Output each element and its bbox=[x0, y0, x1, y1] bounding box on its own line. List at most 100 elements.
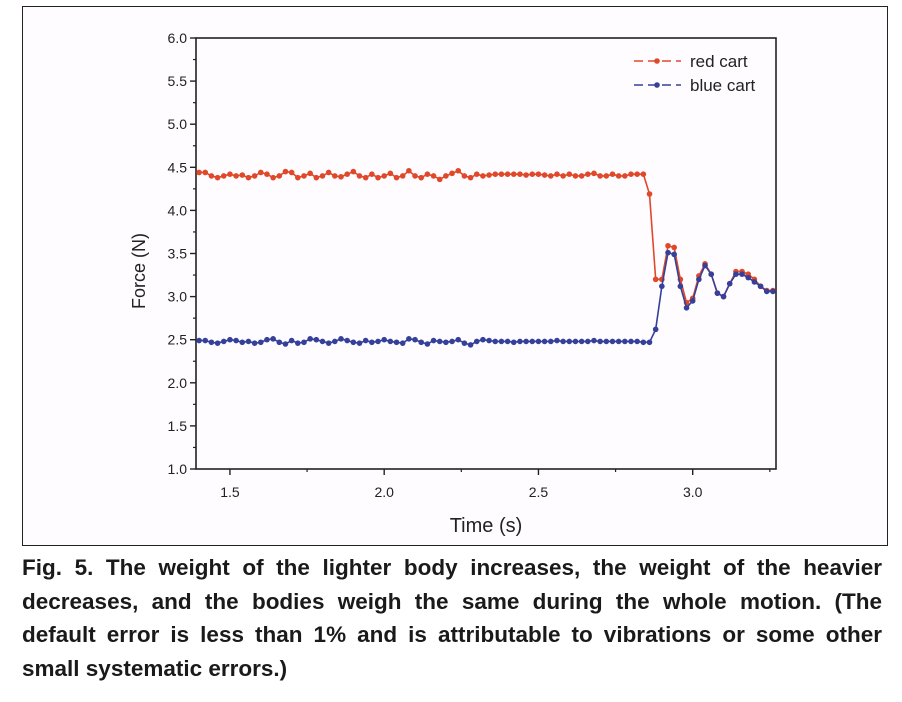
data-point bbox=[356, 340, 363, 346]
data-point bbox=[202, 337, 209, 344]
data-point bbox=[412, 336, 418, 343]
data-point bbox=[356, 173, 363, 179]
data-point bbox=[307, 170, 313, 177]
data-point bbox=[609, 171, 616, 177]
data-point bbox=[362, 337, 369, 344]
data-point bbox=[751, 279, 758, 285]
data-point bbox=[443, 339, 449, 346]
data-point bbox=[554, 337, 560, 344]
data-point bbox=[665, 242, 671, 249]
data-point bbox=[251, 340, 258, 346]
data-point bbox=[455, 336, 462, 343]
data-point bbox=[350, 168, 357, 175]
y-tick-label: 5.0 bbox=[168, 116, 188, 132]
y-tick-label: 4.5 bbox=[168, 159, 188, 175]
data-point bbox=[683, 305, 690, 311]
data-point bbox=[517, 338, 523, 345]
y-tick-label: 2.5 bbox=[168, 332, 188, 348]
data-point bbox=[640, 339, 647, 346]
y-tick-label: 1.0 bbox=[168, 461, 188, 477]
data-point bbox=[245, 174, 252, 181]
data-point bbox=[233, 173, 239, 179]
data-point bbox=[436, 338, 443, 345]
data-point bbox=[406, 167, 412, 174]
data-point bbox=[295, 340, 301, 346]
data-point bbox=[535, 338, 542, 345]
data-point bbox=[628, 338, 634, 345]
data-point bbox=[424, 171, 431, 177]
blue-cart-series bbox=[196, 249, 776, 348]
data-point bbox=[745, 274, 752, 281]
data-point bbox=[443, 173, 449, 179]
data-point bbox=[486, 172, 492, 178]
data-point bbox=[597, 173, 603, 179]
data-point bbox=[591, 170, 597, 177]
data-point bbox=[276, 339, 283, 346]
data-point bbox=[264, 336, 270, 343]
data-point bbox=[763, 288, 770, 295]
data-point bbox=[369, 171, 375, 177]
data-point bbox=[424, 341, 431, 347]
data-point bbox=[208, 339, 215, 346]
data-point bbox=[529, 338, 536, 345]
data-point bbox=[480, 173, 486, 179]
data-point bbox=[257, 339, 264, 346]
data-point bbox=[338, 336, 344, 342]
data-point bbox=[264, 171, 270, 177]
series-line bbox=[199, 251, 773, 346]
y-tick-label: 5.5 bbox=[168, 73, 188, 89]
series-layer bbox=[196, 167, 776, 348]
data-point bbox=[344, 171, 350, 177]
data-point bbox=[498, 171, 505, 177]
x-tick-label: 1.5 bbox=[220, 484, 240, 500]
data-point bbox=[430, 337, 437, 344]
data-point bbox=[585, 338, 591, 345]
y-tick-label: 1.5 bbox=[168, 418, 188, 434]
data-point bbox=[301, 173, 307, 179]
data-point bbox=[671, 251, 677, 258]
data-point bbox=[665, 249, 671, 256]
data-point bbox=[597, 338, 603, 345]
data-point bbox=[467, 342, 474, 348]
legend-marker bbox=[654, 58, 660, 64]
data-point bbox=[708, 271, 715, 277]
series-line bbox=[199, 169, 773, 304]
data-point bbox=[646, 339, 653, 346]
data-point bbox=[288, 169, 295, 176]
data-point bbox=[603, 173, 610, 179]
data-point bbox=[504, 338, 511, 345]
data-point bbox=[449, 338, 455, 345]
y-tick-label: 3.0 bbox=[168, 289, 188, 305]
data-point bbox=[227, 336, 233, 343]
data-point bbox=[313, 336, 320, 343]
data-point bbox=[307, 336, 313, 342]
data-point bbox=[566, 338, 573, 345]
data-point bbox=[634, 171, 640, 177]
data-point bbox=[214, 340, 221, 346]
y-tick-label: 6.0 bbox=[168, 30, 188, 46]
data-point bbox=[418, 339, 425, 346]
data-point bbox=[251, 173, 258, 179]
data-point bbox=[461, 173, 468, 179]
data-point bbox=[652, 326, 659, 333]
data-point bbox=[578, 173, 585, 179]
data-point bbox=[375, 174, 381, 181]
data-point bbox=[640, 171, 647, 177]
data-point bbox=[634, 338, 640, 345]
data-point bbox=[369, 339, 375, 346]
data-point bbox=[622, 173, 628, 179]
data-point bbox=[492, 338, 499, 345]
data-point bbox=[498, 338, 505, 345]
data-point bbox=[689, 298, 696, 304]
data-point bbox=[510, 171, 517, 177]
data-point bbox=[270, 336, 276, 342]
data-point bbox=[591, 337, 597, 344]
data-point bbox=[757, 283, 764, 290]
data-point bbox=[295, 174, 301, 181]
data-point bbox=[412, 173, 418, 179]
data-point bbox=[245, 338, 252, 345]
data-point bbox=[202, 169, 209, 176]
data-point bbox=[319, 173, 326, 179]
data-point bbox=[393, 174, 400, 181]
data-point bbox=[332, 338, 338, 345]
